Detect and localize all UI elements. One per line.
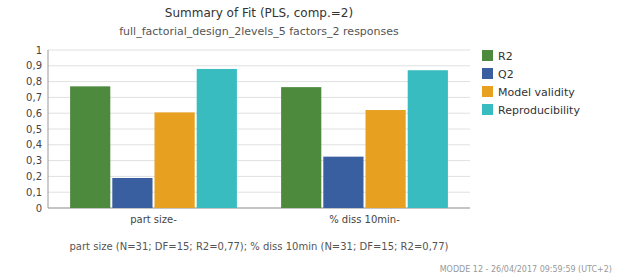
y-tick-label: 0,6 xyxy=(26,108,42,119)
y-tick-label: 0,7 xyxy=(26,92,42,103)
y-tick-label: 0 xyxy=(36,203,42,214)
x-axis-line xyxy=(48,208,470,209)
bar xyxy=(197,69,237,208)
y-tick-label: 0,3 xyxy=(26,155,42,166)
legend-label: Q2 xyxy=(498,68,514,81)
grid-line xyxy=(48,97,470,98)
x-tick-label: % diss 10min- xyxy=(329,214,400,225)
grid-line xyxy=(48,81,470,82)
subtitle: full_factorial_design_2levels_5 factors_… xyxy=(119,25,399,38)
bar xyxy=(112,178,152,208)
y-tick-label: 0,1 xyxy=(26,187,42,198)
y-tick-label: 0,9 xyxy=(26,60,42,71)
y-axis: 0 0,1 0,2 0,3 0,4 0,5 0,6 0,7 0,8 0,9 1 xyxy=(26,45,470,214)
legend: R2 Q2 Model validity Reproducibility xyxy=(482,50,580,117)
grid-line xyxy=(48,50,470,51)
bar xyxy=(70,86,110,208)
grid-line xyxy=(48,129,470,130)
legend-swatch xyxy=(482,104,493,115)
legend-label: Model validity xyxy=(498,86,575,99)
bar xyxy=(155,112,195,208)
grid-line xyxy=(48,113,470,114)
legend-label: Reproducibility xyxy=(498,104,580,117)
bar xyxy=(281,87,321,208)
legend-swatch xyxy=(482,86,493,97)
y-tick-label: 0,2 xyxy=(26,171,42,182)
grid-line xyxy=(48,144,470,145)
x-axis-label: part size (N=31; DF=15; R2=0,77); % diss… xyxy=(70,241,449,252)
y-tick-label: 1 xyxy=(36,45,42,56)
y-tick-label: 0,5 xyxy=(26,124,42,135)
legend-swatch xyxy=(482,50,493,61)
bar xyxy=(408,70,448,208)
grid-line xyxy=(48,192,470,193)
bars xyxy=(70,69,448,208)
grid-line xyxy=(48,160,470,161)
y-tick-label: 0,8 xyxy=(26,76,42,87)
grid-line xyxy=(48,65,470,66)
y-axis-line xyxy=(48,50,49,208)
bar xyxy=(366,110,406,208)
legend-swatch xyxy=(482,68,493,79)
grid-line xyxy=(48,208,470,209)
footer: MODDE 12 - 26/04/2017 09:59:59 (UTC+2) xyxy=(440,265,612,274)
x-tick-label: part size- xyxy=(130,214,177,225)
title: Summary of Fit (PLS, comp.=2) xyxy=(165,6,353,20)
bar xyxy=(323,157,363,208)
grid-line xyxy=(48,176,470,177)
y-tick-label: 0,4 xyxy=(26,139,42,150)
legend-label: R2 xyxy=(498,50,513,63)
